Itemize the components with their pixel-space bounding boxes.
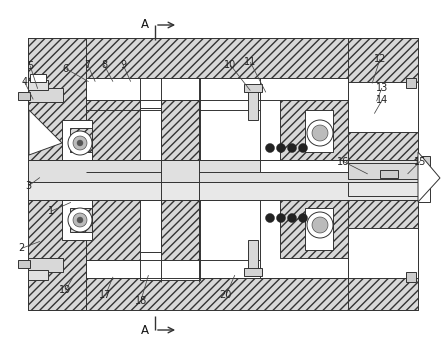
Text: 19: 19 <box>59 285 72 295</box>
Bar <box>280 100 348 160</box>
Text: 13: 13 <box>376 83 388 93</box>
Bar <box>380 170 398 178</box>
Text: 10: 10 <box>224 60 237 70</box>
Text: 3: 3 <box>26 181 32 191</box>
Bar <box>248 88 258 120</box>
Bar <box>348 228 418 278</box>
Circle shape <box>312 125 328 141</box>
Text: 14: 14 <box>376 95 388 105</box>
Circle shape <box>299 143 307 153</box>
Bar <box>348 38 418 310</box>
Bar <box>86 200 348 278</box>
Bar <box>244 84 262 92</box>
Circle shape <box>312 217 328 233</box>
Text: A: A <box>141 324 149 338</box>
Bar <box>305 208 333 250</box>
Circle shape <box>299 213 307 223</box>
Bar <box>18 92 30 100</box>
Bar <box>348 182 418 196</box>
Circle shape <box>265 213 275 223</box>
Text: 6: 6 <box>62 64 69 73</box>
Bar <box>28 88 63 102</box>
Bar <box>28 38 418 78</box>
Circle shape <box>307 212 333 238</box>
Circle shape <box>288 143 296 153</box>
Text: 4: 4 <box>21 77 27 87</box>
Text: 8: 8 <box>101 60 107 70</box>
Bar <box>28 270 48 280</box>
Bar <box>348 82 418 132</box>
Circle shape <box>68 208 92 232</box>
Bar <box>86 200 161 260</box>
Text: 1: 1 <box>48 206 54 216</box>
Bar <box>348 163 418 179</box>
Bar <box>140 78 200 108</box>
Bar <box>140 108 200 160</box>
Bar <box>260 200 348 278</box>
Text: 7: 7 <box>85 60 91 70</box>
Circle shape <box>276 213 285 223</box>
Polygon shape <box>29 110 62 155</box>
Text: 15: 15 <box>414 157 426 166</box>
Text: 16: 16 <box>337 157 350 166</box>
Bar <box>244 268 262 276</box>
Circle shape <box>73 136 87 150</box>
Bar <box>70 208 92 232</box>
Bar <box>260 78 348 172</box>
Bar <box>280 200 348 258</box>
Bar <box>28 80 48 90</box>
Bar <box>305 110 333 152</box>
Circle shape <box>73 213 87 227</box>
Bar <box>62 120 92 160</box>
Text: A: A <box>141 17 149 31</box>
Bar <box>70 128 92 152</box>
Bar <box>28 182 418 200</box>
Bar <box>86 78 348 172</box>
Bar <box>418 182 430 202</box>
Bar <box>62 200 92 240</box>
Bar <box>418 156 430 179</box>
Bar <box>161 200 199 260</box>
Bar <box>406 78 416 88</box>
Circle shape <box>276 143 285 153</box>
Text: 20: 20 <box>220 290 232 300</box>
Bar <box>28 258 63 272</box>
Text: 18: 18 <box>135 296 147 306</box>
Bar <box>406 272 416 282</box>
Bar <box>140 200 200 252</box>
Text: 2: 2 <box>18 244 24 253</box>
Bar <box>18 260 30 268</box>
Circle shape <box>307 120 333 146</box>
Polygon shape <box>418 152 440 202</box>
Bar <box>140 252 200 280</box>
Text: 5: 5 <box>27 61 33 71</box>
Bar <box>28 38 86 310</box>
Text: 12: 12 <box>374 54 386 64</box>
Bar <box>28 278 418 310</box>
Text: 17: 17 <box>99 290 112 300</box>
Bar <box>86 100 161 160</box>
Circle shape <box>265 143 275 153</box>
Bar <box>30 74 46 82</box>
Circle shape <box>77 217 83 223</box>
Bar <box>161 100 199 160</box>
Circle shape <box>288 213 296 223</box>
Text: 9: 9 <box>120 60 126 70</box>
Bar <box>248 240 258 272</box>
Circle shape <box>77 140 83 146</box>
Circle shape <box>68 131 92 155</box>
Bar <box>28 160 418 182</box>
Text: 11: 11 <box>244 57 256 67</box>
